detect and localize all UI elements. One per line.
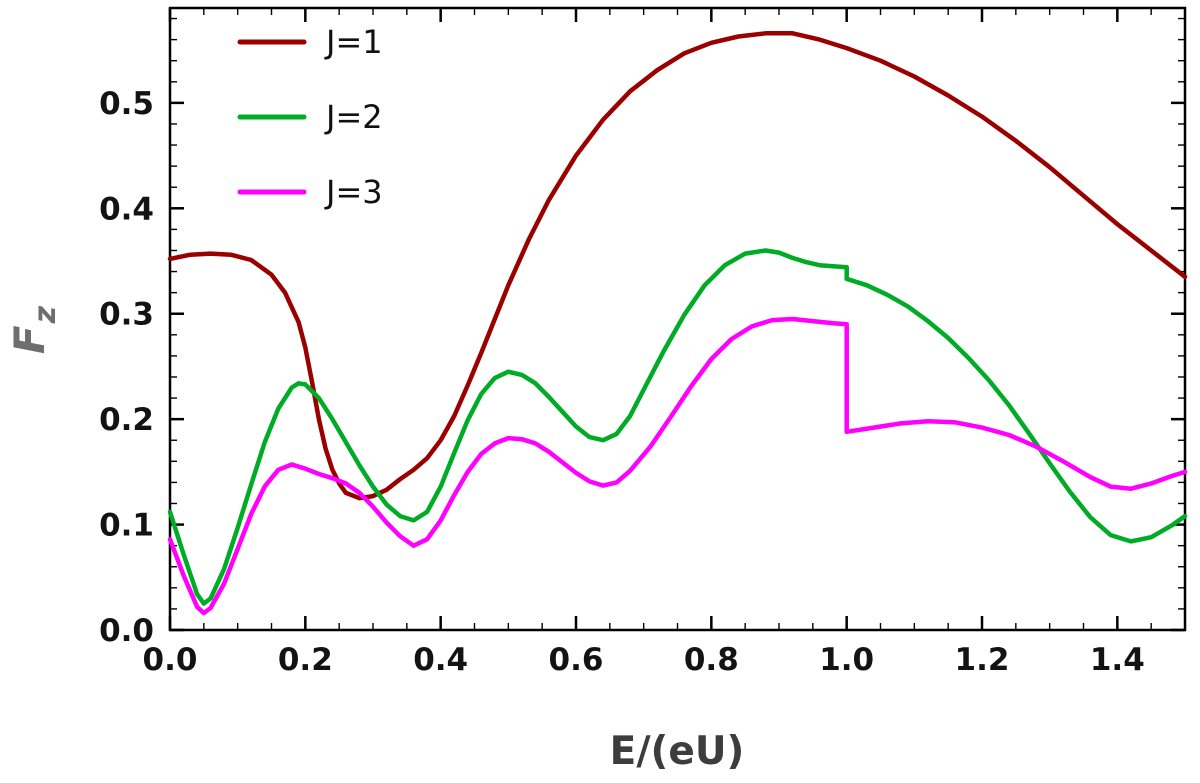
series-line-J=1 [167,31,1188,501]
y-tick-label: 0.5 [99,86,154,122]
series-line-J=3 [167,316,1188,616]
series-line-J=2 [167,248,1188,606]
x-tick-label: 0.2 [278,642,333,678]
x-tick-label: 0.6 [549,642,604,678]
legend-label-J=2: J=2 [324,98,383,136]
x-tick-label: 0.8 [684,642,739,678]
x-tick-label: 1.4 [1090,642,1145,678]
y-tick-label: 0.3 [99,297,154,333]
x-axis-label: E/(eU) [610,729,745,774]
y-tick-label: 0.4 [99,191,154,227]
x-tick-label: 1.2 [955,642,1010,678]
y-tick-label: 0.1 [99,508,154,544]
x-tick-label: 0.0 [143,642,198,678]
y-axis-label-subscript: z [28,305,63,324]
plot-frame [168,6,1187,632]
y-axis-label: Fz [5,305,63,354]
y-axis-label-main: F [5,325,54,354]
legend-label-J=3: J=3 [324,173,383,211]
y-tick-label: 0.2 [99,402,154,438]
x-tick-label: 1.0 [819,642,874,678]
x-tick-label: 0.4 [413,642,468,678]
legend-label-J=1: J=1 [324,23,383,61]
plot-layer: 0.0 0.2 0.4 0.6 0.8 1.0 1.2 1.4 0.0 0.1 0.2 0.3 0.4 0… [99,6,1188,678]
y-tick-label: 0.0 [99,613,154,649]
